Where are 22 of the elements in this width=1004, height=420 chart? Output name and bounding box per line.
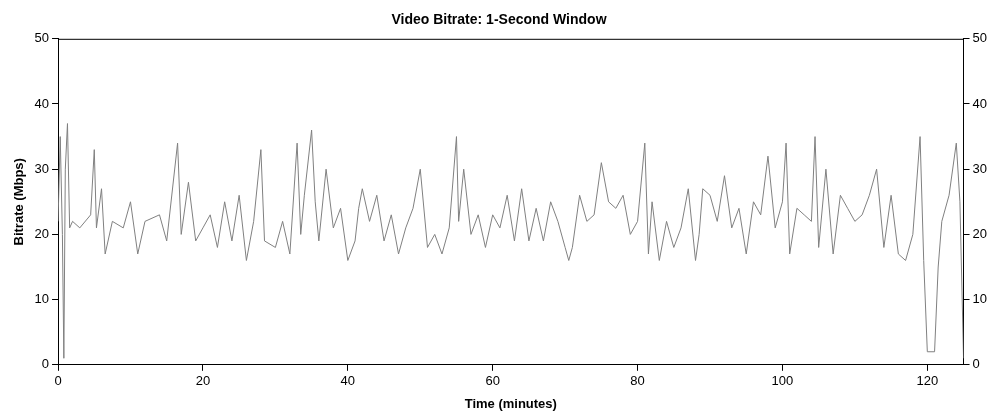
y-tick-label: 40	[34, 95, 50, 111]
x-tick-label: 60	[485, 373, 500, 389]
y2-tick-label: 30	[972, 160, 988, 176]
y-tick-label: 10	[34, 291, 50, 307]
y2-tick-label: 0	[972, 356, 980, 372]
y2-tick-label: 40	[972, 95, 988, 111]
x-tick-label: 20	[195, 373, 211, 389]
y-axis-title: Bitrate (Mbps)	[11, 158, 27, 246]
x-axis-title: Time (minutes)	[464, 395, 557, 411]
x-tick-label: 120	[916, 373, 939, 389]
x-tick-label: 40	[340, 373, 356, 389]
x-tick-label: 0	[54, 373, 62, 389]
y-tick-label: 0	[41, 356, 50, 372]
y-tick-label: 20	[34, 225, 50, 241]
y2-tick-label: 10	[972, 291, 988, 307]
y-tick-label: 30	[34, 160, 50, 176]
y2-tick-label: 20	[972, 225, 988, 241]
x-tick-label: 80	[630, 373, 645, 389]
y-tick-label: 50	[34, 30, 50, 46]
y2-tick-label: 50	[972, 30, 988, 46]
x-tick-label: 100	[771, 373, 794, 389]
chart-title: Video Bitrate: 1-Second Window	[391, 11, 607, 28]
